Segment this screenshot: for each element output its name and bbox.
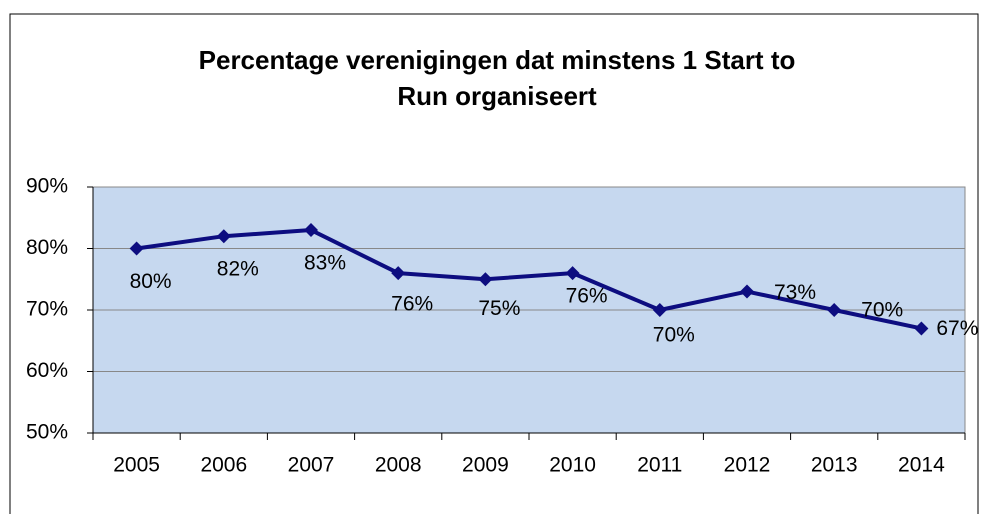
data-point bbox=[478, 272, 493, 287]
x-tick-label: 2014 bbox=[898, 454, 945, 477]
x-tick-label: 2010 bbox=[549, 454, 596, 477]
data-point bbox=[391, 266, 406, 281]
value-label: 76% bbox=[391, 293, 433, 316]
x-tick-label: 2005 bbox=[113, 454, 160, 477]
x-tick-label: 2013 bbox=[811, 454, 858, 477]
y-tick-label: 80% bbox=[26, 236, 68, 259]
x-tick-label: 2008 bbox=[375, 454, 422, 477]
value-label: 82% bbox=[217, 258, 259, 281]
value-label: 70% bbox=[861, 299, 903, 322]
value-label: 83% bbox=[304, 252, 346, 275]
value-label: 70% bbox=[653, 324, 695, 347]
data-point bbox=[740, 284, 754, 299]
data-point bbox=[304, 223, 318, 238]
y-tick-label: 70% bbox=[26, 298, 68, 321]
chart-title: Percentage verenigingen dat minstens 1 S… bbox=[199, 45, 796, 75]
data-point bbox=[129, 241, 144, 256]
y-tick-label: 90% bbox=[26, 175, 68, 198]
x-tick-label: 2009 bbox=[462, 454, 509, 477]
data-point bbox=[914, 321, 929, 336]
value-label: 73% bbox=[774, 281, 816, 304]
x-tick-label: 2007 bbox=[288, 454, 335, 477]
y-tick-label: 60% bbox=[26, 359, 68, 382]
value-label: 75% bbox=[478, 297, 520, 320]
chart-title: Run organiseert bbox=[397, 81, 597, 111]
x-tick-label: 2006 bbox=[200, 454, 247, 477]
data-point bbox=[565, 266, 580, 281]
x-tick-label: 2011 bbox=[637, 454, 682, 477]
data-point bbox=[652, 303, 667, 317]
data-point bbox=[827, 303, 842, 317]
y-tick-label: 50% bbox=[26, 421, 68, 444]
data-point bbox=[216, 229, 231, 244]
value-label: 67% bbox=[936, 317, 978, 340]
data-line bbox=[136, 228, 922, 331]
value-label: 76% bbox=[566, 285, 608, 308]
x-tick-label: 2012 bbox=[724, 454, 771, 477]
value-label: 80% bbox=[130, 270, 172, 293]
